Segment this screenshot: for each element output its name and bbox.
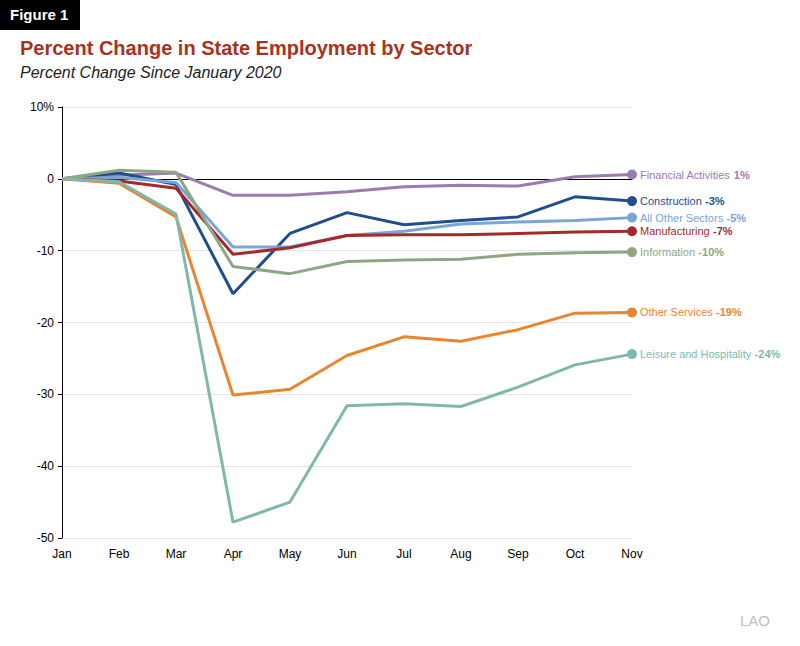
- svg-text:-20: -20: [37, 316, 55, 330]
- svg-text:-10: -10: [37, 244, 55, 258]
- svg-text:-7%: -7%: [713, 225, 733, 237]
- svg-text:-40: -40: [37, 459, 55, 473]
- svg-text:Manufacturing: Manufacturing: [640, 225, 710, 237]
- svg-text:0: 0: [47, 172, 54, 186]
- svg-text:Percent Change Since January 2: Percent Change Since January 2020: [20, 64, 282, 81]
- svg-text:Jul: Jul: [396, 547, 411, 561]
- svg-text:Feb: Feb: [109, 547, 130, 561]
- svg-text:Construction: Construction: [640, 195, 702, 207]
- svg-text:10%: 10%: [30, 100, 54, 114]
- svg-text:-50: -50: [37, 531, 55, 545]
- svg-text:All Other Sectors: All Other Sectors: [640, 212, 724, 224]
- svg-text:Information: Information: [640, 246, 695, 258]
- svg-text:May: May: [279, 547, 302, 561]
- svg-text:-10%: -10%: [698, 246, 724, 258]
- svg-text:LAO: LAO: [740, 612, 770, 629]
- svg-text:Oct: Oct: [566, 547, 585, 561]
- svg-text:Jan: Jan: [52, 547, 71, 561]
- svg-text:-19%: -19%: [716, 306, 742, 318]
- svg-text:Nov: Nov: [621, 547, 642, 561]
- svg-text:Financial Activities: Financial Activities: [640, 169, 730, 181]
- svg-text:-30: -30: [37, 387, 55, 401]
- svg-text:-24%: -24%: [755, 348, 781, 360]
- svg-text:-5%: -5%: [726, 212, 746, 224]
- svg-text:Figure 1: Figure 1: [10, 6, 68, 23]
- svg-text:-3%: -3%: [705, 195, 725, 207]
- svg-text:Leisure and Hospitality: Leisure and Hospitality: [640, 348, 752, 360]
- svg-text:Aug: Aug: [450, 547, 471, 561]
- svg-text:Sep: Sep: [507, 547, 529, 561]
- svg-text:Apr: Apr: [224, 547, 243, 561]
- svg-text:Mar: Mar: [166, 547, 187, 561]
- svg-text:Percent Change in State Employ: Percent Change in State Employment by Se…: [20, 37, 473, 59]
- svg-text:Other Services: Other Services: [640, 306, 713, 318]
- svg-text:Jun: Jun: [337, 547, 356, 561]
- svg-text:1%: 1%: [734, 169, 750, 181]
